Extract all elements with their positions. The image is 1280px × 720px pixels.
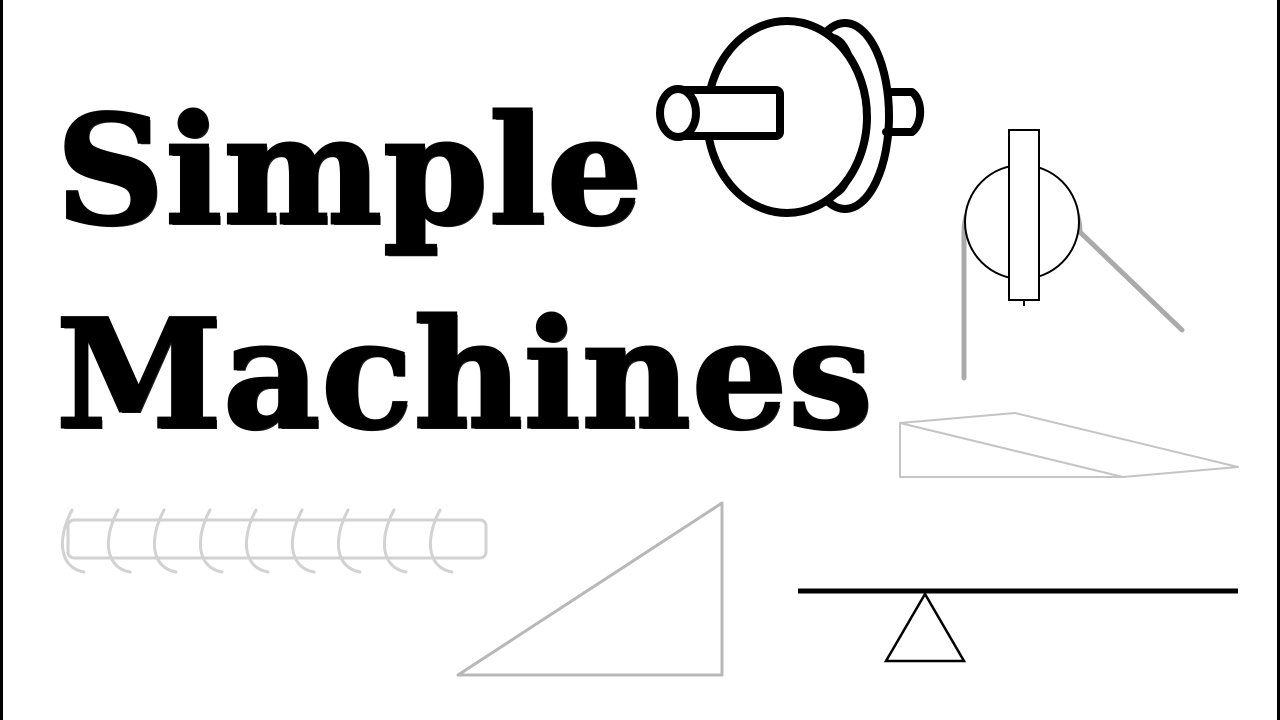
- lever-fulcrum: [883, 591, 967, 663]
- screw-threads: [60, 508, 454, 574]
- lever-icon: [798, 588, 1238, 663]
- right-border: [1277, 0, 1280, 720]
- screw-icon: [60, 508, 488, 574]
- title-line-2: Machines: [55, 287, 875, 463]
- inclined-plane-icon: [456, 501, 724, 677]
- wedge-icon: [899, 412, 1239, 478]
- pulley-icon: [961, 129, 1185, 381]
- wedge-outline: [899, 412, 1239, 478]
- screw-shaft: [66, 518, 488, 560]
- left-border: [0, 0, 3, 720]
- axle-back-stub: [882, 88, 925, 136]
- pulley-block: [1008, 129, 1040, 301]
- wedge-edge: [899, 422, 1124, 478]
- ramp: [456, 501, 724, 677]
- axle-front-end: [656, 85, 700, 141]
- title-line-1: Simple: [54, 83, 644, 259]
- wheel-and-axle-icon: [656, 17, 925, 217]
